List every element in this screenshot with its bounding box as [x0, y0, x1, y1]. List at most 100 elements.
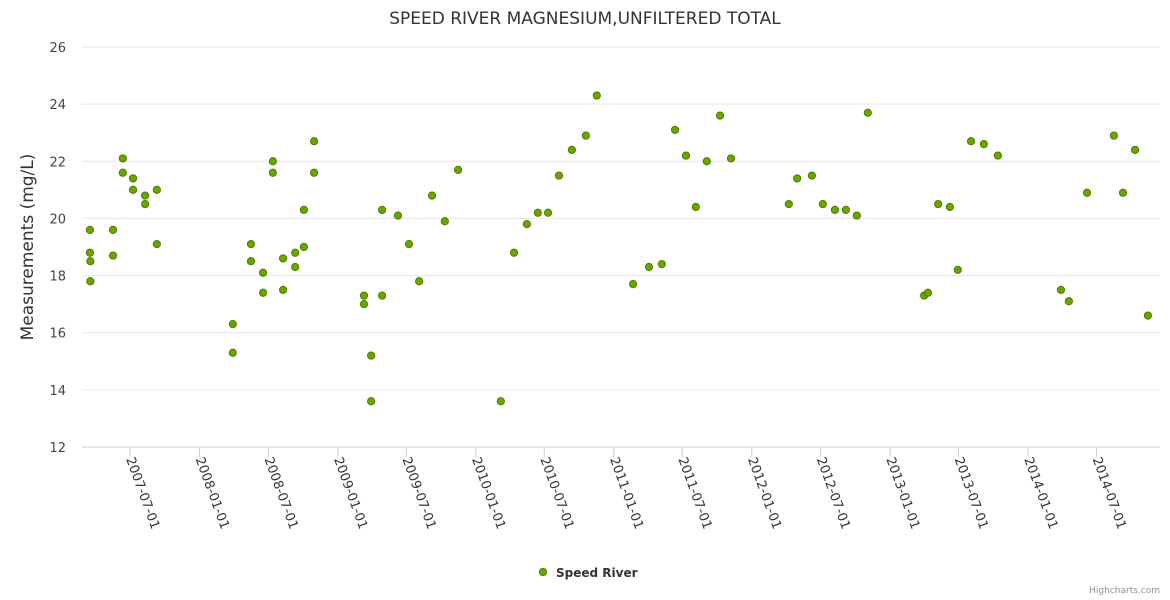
- data-point: [85, 248, 95, 257]
- data-point: [309, 137, 319, 146]
- x-tick-label: 2012-01-01: [744, 455, 784, 531]
- data-point: [533, 208, 542, 217]
- data-point: [291, 248, 300, 257]
- data-point: [86, 277, 95, 286]
- x-tick-label: 2013-07-01: [951, 455, 991, 531]
- data-point: [440, 217, 449, 226]
- data-point: [818, 200, 827, 209]
- data-point: [1082, 188, 1092, 197]
- data-point: [628, 280, 638, 289]
- data-point: [228, 320, 237, 329]
- data-point: [415, 277, 424, 286]
- data-point: [841, 205, 850, 214]
- data-point: [543, 208, 553, 217]
- data-point: [393, 211, 403, 220]
- x-tick-label: 2011-07-01: [674, 455, 714, 531]
- data-point: [268, 168, 277, 177]
- data-point: [278, 254, 288, 263]
- data-point: [118, 154, 127, 163]
- data-point: [496, 397, 505, 406]
- y-tick-label: 26: [49, 41, 66, 56]
- data-point: [359, 291, 369, 300]
- data-point: [554, 171, 564, 180]
- x-tick-label: 2014-07-01: [1089, 455, 1129, 531]
- data-point: [644, 262, 654, 272]
- data-point: [1064, 297, 1074, 306]
- data-point: [128, 185, 138, 194]
- data-point: [1130, 145, 1140, 154]
- data-point: [141, 191, 150, 200]
- data-point: [108, 251, 118, 260]
- data-point: [979, 140, 988, 149]
- data-point: [258, 268, 268, 277]
- legend-item-speed-river[interactable]: Speed River: [556, 566, 638, 580]
- data-point: [404, 240, 414, 249]
- x-tick-label: 2011-01-01: [606, 455, 646, 531]
- data-point: [567, 145, 576, 154]
- legend-symbol: [538, 567, 548, 577]
- data-point: [509, 248, 519, 257]
- data-point: [359, 300, 369, 309]
- data-point: [702, 157, 711, 166]
- data-point: [1143, 311, 1153, 320]
- data-point: [128, 174, 138, 183]
- x-tick-label: 2007-07-01: [122, 455, 162, 531]
- data-point: [378, 205, 387, 214]
- data-point: [367, 351, 376, 360]
- data-point: [863, 108, 872, 117]
- data-point: [278, 285, 288, 294]
- data-point: [581, 131, 590, 140]
- x-tick-label: 2010-01-01: [468, 455, 508, 531]
- data-point: [1118, 188, 1128, 197]
- data-point: [923, 288, 933, 297]
- data-point: [291, 262, 300, 272]
- data-point: [118, 168, 127, 177]
- data-point: [953, 265, 962, 274]
- x-tick-label: 2009-01-01: [330, 455, 370, 531]
- data-point: [592, 91, 601, 100]
- data-point: [299, 242, 308, 252]
- x-tick-label: 2014-01-01: [1020, 455, 1060, 531]
- data-point: [246, 240, 256, 249]
- y-tick-label: 14: [49, 384, 66, 399]
- data-point: [830, 205, 840, 214]
- data-point: [657, 260, 666, 269]
- y-tick-label: 24: [49, 98, 66, 113]
- highcharts-credit[interactable]: Highcharts.com: [1089, 586, 1160, 596]
- y-axis-label: Measurements (mg/L): [18, 154, 38, 341]
- y-tick-label: 20: [49, 212, 66, 227]
- x-tick-label: 2008-07-01: [261, 455, 301, 531]
- data-point: [268, 157, 277, 166]
- x-tick-label: 2013-01-01: [882, 455, 922, 531]
- y-tick-label: 16: [49, 327, 66, 342]
- x-tick-label: 2012-07-01: [813, 455, 853, 531]
- data-point: [228, 348, 237, 357]
- data-point: [299, 205, 308, 214]
- data-point: [807, 171, 816, 180]
- data-point: [258, 288, 268, 297]
- data-point: [152, 240, 161, 249]
- y-tick-label: 12: [49, 441, 66, 456]
- data-point: [934, 200, 943, 209]
- chart-title: SPEED RIVER MAGNESIUM,UNFILTERED TOTAL: [389, 9, 781, 29]
- data-point: [453, 165, 463, 174]
- data-point: [367, 397, 376, 406]
- y-tick-label: 22: [49, 155, 66, 170]
- x-tick-label: 2009-07-01: [399, 455, 439, 531]
- data-point: [715, 111, 725, 120]
- data-point: [1109, 131, 1118, 140]
- data-point: [309, 168, 319, 177]
- data-point: [152, 185, 161, 194]
- data-point: [85, 225, 95, 234]
- x-tick-label: 2008-01-01: [192, 455, 232, 531]
- data-point: [141, 200, 150, 209]
- data-point: [793, 174, 802, 183]
- data-point: [522, 220, 531, 229]
- data-point: [670, 125, 680, 134]
- data-point: [726, 154, 736, 163]
- data-point: [86, 257, 95, 266]
- data-point: [784, 200, 793, 209]
- data-point: [852, 211, 861, 220]
